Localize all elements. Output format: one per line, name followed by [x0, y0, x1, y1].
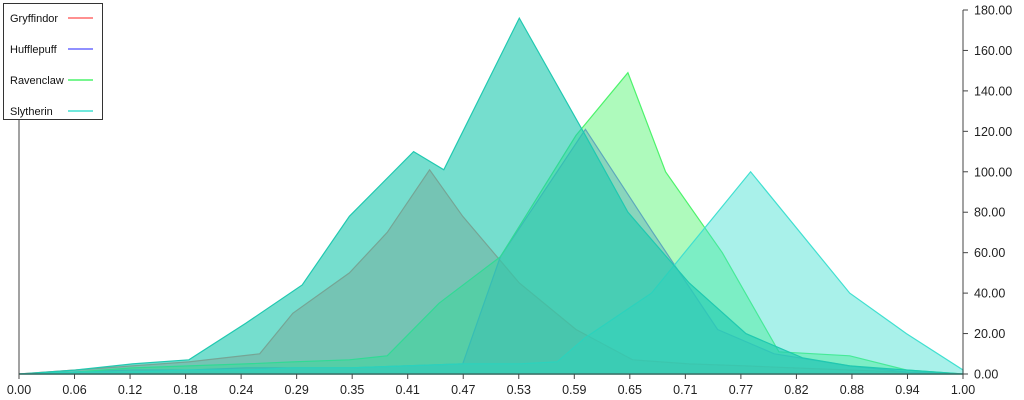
x-tick-label: 0.06 — [62, 383, 86, 397]
x-tick-label: 0.77 — [729, 383, 753, 397]
x-tick-label: 0.29 — [284, 383, 308, 397]
y-tick-label: 140.00 — [974, 84, 1012, 98]
x-tick-label: 0.18 — [173, 383, 197, 397]
legend-box — [3, 3, 103, 120]
legend-label-ravenclaw: Ravenclaw — [10, 75, 64, 87]
x-tick-label: 0.88 — [840, 383, 864, 397]
y-tick-label: 40.00 — [974, 287, 1005, 301]
x-tick-label: 0.00 — [7, 383, 31, 397]
y-tick-label: 60.00 — [974, 246, 1005, 260]
x-tick-label: 0.47 — [451, 383, 475, 397]
x-tick-label: 0.71 — [673, 383, 697, 397]
legend-label-gryffindor: Gryffindor — [10, 13, 58, 25]
axes-layer: 0.00 0.06 0.12 0.18 0.24 0.29 0.35 0.41 0.47 0.53… — [7, 4, 1012, 398]
y-tick-label: 20.00 — [974, 327, 1005, 341]
x-tick-label: 0.65 — [618, 383, 642, 397]
x-tick-label: 0.41 — [396, 383, 420, 397]
y-tick-label: 100.00 — [974, 165, 1012, 179]
legend: Gryffindor Hufflepuff Ravenclaw Slytherin — [3, 3, 103, 120]
x-tick-label: 0.35 — [340, 383, 364, 397]
legend-label-hufflepuff: Hufflepuff — [10, 44, 58, 56]
x-tick-label: 0.94 — [895, 383, 919, 397]
x-tick-label: 1.00 — [951, 383, 975, 397]
legend-label-slytherin: Slytherin — [10, 106, 53, 118]
x-tick-label: 0.59 — [562, 383, 586, 397]
x-tick-label: 0.82 — [784, 383, 808, 397]
y-tick-label: 0.00 — [974, 368, 998, 382]
x-tick-label: 0.24 — [229, 383, 253, 397]
y-tick-label: 180.00 — [974, 4, 1012, 18]
y-tick-label: 80.00 — [974, 206, 1005, 220]
areas-layer — [18, 16, 964, 375]
y-tick-label: 120.00 — [974, 125, 1012, 139]
x-tick-label: 0.53 — [507, 383, 531, 397]
y-tick-label: 160.00 — [974, 44, 1012, 58]
area-series-5 — [18, 16, 964, 375]
x-tick-label: 0.12 — [118, 383, 142, 397]
